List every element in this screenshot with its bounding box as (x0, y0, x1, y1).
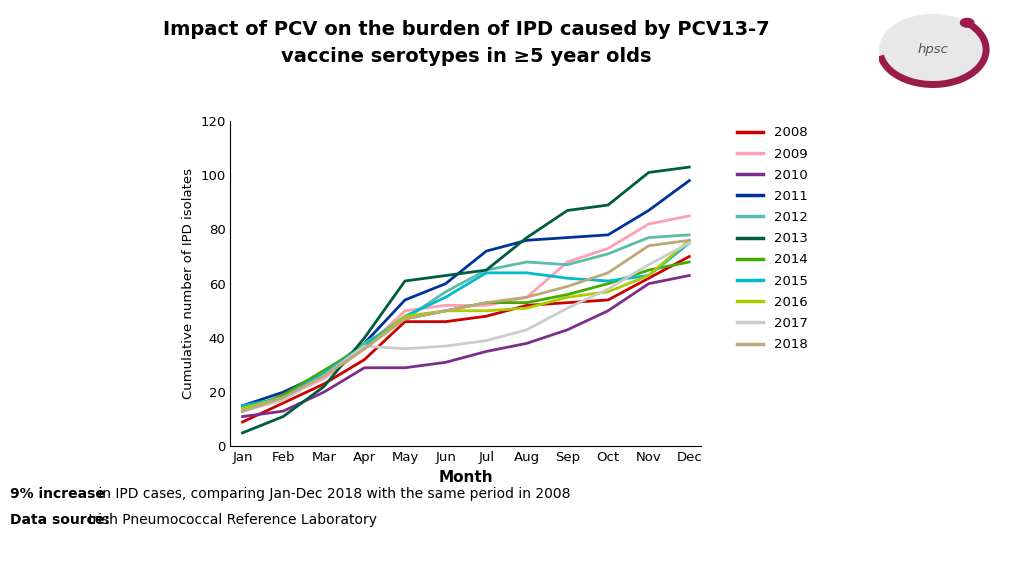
Legend: 2008, 2009, 2010, 2011, 2012, 2013, 2014, 2015, 2016, 2017, 2018: 2008, 2009, 2010, 2011, 2012, 2013, 2014… (731, 121, 813, 357)
Circle shape (961, 18, 974, 27)
X-axis label: Month: Month (438, 470, 494, 485)
Y-axis label: Cumulative number of IPD isolates: Cumulative number of IPD isolates (181, 168, 195, 399)
Text: vaccine serotypes in ≥5 year olds: vaccine serotypes in ≥5 year olds (281, 47, 651, 66)
Text: 9% increase: 9% increase (10, 487, 105, 501)
Text: Irish Pneumococcal Reference Laboratory: Irish Pneumococcal Reference Laboratory (84, 513, 377, 526)
Text: in IPD cases, comparing Jan-Dec 2018 with the same period in 2008: in IPD cases, comparing Jan-Dec 2018 wit… (94, 487, 570, 501)
Text: hpsc: hpsc (918, 43, 948, 56)
Circle shape (880, 14, 986, 85)
Text: 10: 10 (981, 552, 998, 566)
Text: Impact of PCV on the burden of IPD caused by PCV13-7: Impact of PCV on the burden of IPD cause… (163, 20, 769, 39)
Text: Data source:: Data source: (10, 513, 111, 526)
